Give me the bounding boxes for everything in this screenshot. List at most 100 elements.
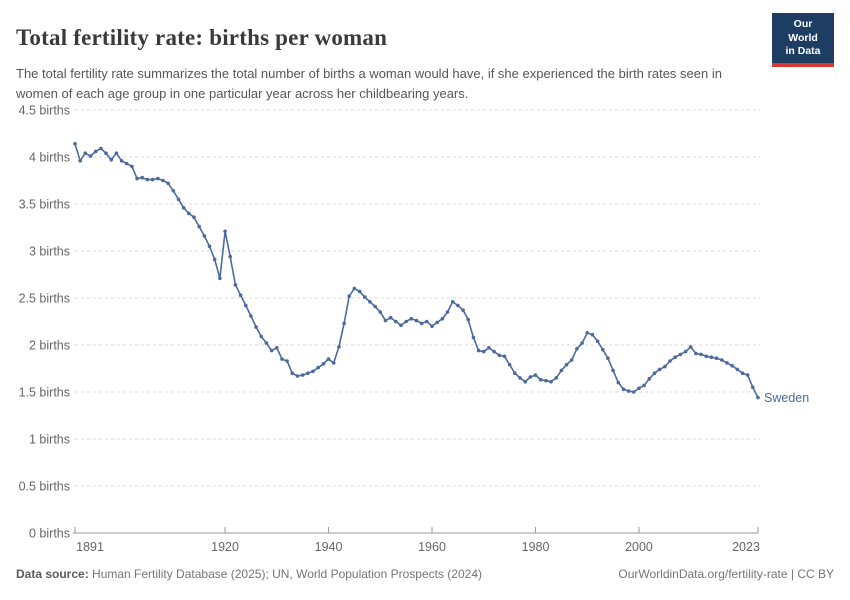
data-point-marker[interactable] xyxy=(538,378,543,382)
data-point-marker[interactable] xyxy=(714,356,719,361)
data-point-marker[interactable] xyxy=(419,321,424,326)
data-point-marker[interactable] xyxy=(730,363,734,368)
data-point-marker[interactable] xyxy=(368,300,372,304)
data-point-marker[interactable] xyxy=(409,316,414,321)
data-point-marker[interactable] xyxy=(745,373,750,377)
data-point-marker[interactable] xyxy=(580,341,584,345)
data-point-marker[interactable] xyxy=(357,289,362,294)
data-point-marker[interactable] xyxy=(528,375,533,379)
data-point-marker[interactable] xyxy=(269,348,274,353)
data-point-marker[interactable] xyxy=(688,345,693,349)
data-point-marker[interactable] xyxy=(223,229,227,234)
data-point-marker[interactable] xyxy=(394,319,398,324)
data-point-marker[interactable] xyxy=(590,332,595,337)
data-point-marker[interactable] xyxy=(119,159,124,163)
data-point-marker[interactable] xyxy=(704,354,709,359)
data-point-marker[interactable] xyxy=(156,176,160,181)
data-point-marker[interactable] xyxy=(445,310,450,314)
data-point-marker[interactable] xyxy=(606,356,610,361)
data-point-marker[interactable] xyxy=(518,376,522,380)
data-point-marker[interactable] xyxy=(575,347,579,351)
data-point-marker[interactable] xyxy=(373,304,377,309)
data-point-marker[interactable] xyxy=(564,362,569,367)
data-point-marker[interactable] xyxy=(559,368,564,373)
data-point-marker[interactable] xyxy=(632,390,636,394)
data-point-marker[interactable] xyxy=(244,303,248,308)
data-point-marker[interactable] xyxy=(264,341,269,345)
data-point-marker[interactable] xyxy=(383,318,388,323)
data-point-marker[interactable] xyxy=(130,164,134,169)
data-point-marker[interactable] xyxy=(197,224,201,229)
data-point-marker[interactable] xyxy=(497,353,502,358)
data-point-marker[interactable] xyxy=(202,234,207,238)
data-point-marker[interactable] xyxy=(306,371,310,376)
data-point-marker[interactable] xyxy=(347,294,352,298)
data-point-marker[interactable] xyxy=(124,161,129,166)
data-point-marker[interactable] xyxy=(187,211,191,216)
data-point-marker[interactable] xyxy=(678,352,683,357)
data-point-marker[interactable] xyxy=(709,355,714,360)
data-point-marker[interactable] xyxy=(616,380,621,385)
data-point-marker[interactable] xyxy=(482,349,486,354)
data-point-marker[interactable] xyxy=(663,364,667,369)
data-point-marker[interactable] xyxy=(326,357,331,361)
data-point-marker[interactable] xyxy=(114,151,119,155)
data-point-marker[interactable] xyxy=(544,378,548,383)
data-point-marker[interactable] xyxy=(652,371,657,376)
data-point-marker[interactable] xyxy=(93,149,98,154)
data-point-marker[interactable] xyxy=(740,371,745,376)
data-point-marker[interactable] xyxy=(440,316,445,321)
data-point-marker[interactable] xyxy=(435,320,440,325)
data-point-marker[interactable] xyxy=(233,283,238,287)
data-point-marker[interactable] xyxy=(166,181,170,186)
data-point-marker[interactable] xyxy=(450,300,455,304)
data-point-marker[interactable] xyxy=(404,319,409,324)
data-point-marker[interactable] xyxy=(751,385,755,390)
data-point-marker[interactable] xyxy=(585,331,590,335)
data-point-marker[interactable] xyxy=(756,395,760,400)
data-point-marker[interactable] xyxy=(425,319,429,324)
data-point-marker[interactable] xyxy=(533,373,538,377)
data-point-marker[interactable] xyxy=(176,197,181,202)
data-point-marker[interactable] xyxy=(150,177,155,182)
data-point-marker[interactable] xyxy=(523,379,527,384)
data-point-marker[interactable] xyxy=(212,257,217,262)
data-point-marker[interactable] xyxy=(683,349,688,354)
data-point-marker[interactable] xyxy=(471,335,476,340)
data-point-marker[interactable] xyxy=(554,376,558,380)
data-point-marker[interactable] xyxy=(249,314,253,318)
data-point-marker[interactable] xyxy=(611,368,615,373)
data-point-marker[interactable] xyxy=(414,318,419,323)
data-point-marker[interactable] xyxy=(135,176,139,181)
data-point-marker[interactable] xyxy=(275,346,279,350)
data-point-marker[interactable] xyxy=(337,345,341,349)
data-point-marker[interactable] xyxy=(181,206,186,210)
data-point-marker[interactable] xyxy=(694,351,698,356)
data-point-marker[interactable] xyxy=(290,371,295,376)
data-point-marker[interactable] xyxy=(109,158,113,162)
data-point-marker[interactable] xyxy=(342,321,346,326)
data-point-marker[interactable] xyxy=(637,386,641,391)
data-point-marker[interactable] xyxy=(642,383,646,388)
data-point-marker[interactable] xyxy=(352,286,357,291)
data-point-marker[interactable] xyxy=(595,339,600,344)
data-point-marker[interactable] xyxy=(399,323,403,328)
data-point-marker[interactable] xyxy=(295,374,300,378)
data-point-marker[interactable] xyxy=(259,334,264,339)
data-point-marker[interactable] xyxy=(673,355,677,360)
data-point-marker[interactable] xyxy=(621,387,626,392)
data-point-marker[interactable] xyxy=(378,310,383,314)
data-point-marker[interactable] xyxy=(569,358,574,362)
data-point-marker[interactable] xyxy=(502,354,507,359)
data-point-marker[interactable] xyxy=(161,178,165,183)
data-point-marker[interactable] xyxy=(466,317,471,322)
data-point-marker[interactable] xyxy=(668,359,672,363)
data-point-marker[interactable] xyxy=(549,379,553,384)
data-point-marker[interactable] xyxy=(725,361,729,365)
data-point-marker[interactable] xyxy=(285,359,289,363)
data-point-marker[interactable] xyxy=(300,373,305,377)
data-point-marker[interactable] xyxy=(735,367,740,372)
owid-logo[interactable]: Our World in Data xyxy=(772,13,834,67)
data-point-marker[interactable] xyxy=(207,244,212,249)
owid-citation-link[interactable]: OurWorldinData.org/fertility-rate | CC B… xyxy=(618,567,834,581)
